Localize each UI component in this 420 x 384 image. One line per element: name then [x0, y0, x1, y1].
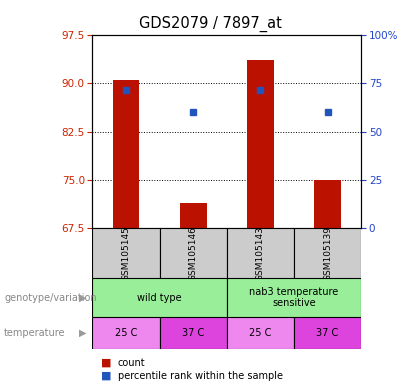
- Text: 37 C: 37 C: [182, 328, 204, 338]
- Text: GDS2079 / 7897_at: GDS2079 / 7897_at: [139, 15, 281, 31]
- Text: 25 C: 25 C: [115, 328, 137, 338]
- Bar: [247, 60, 274, 228]
- Text: wild type: wild type: [137, 293, 182, 303]
- Bar: [314, 180, 341, 228]
- Text: GSM105146: GSM105146: [189, 226, 198, 281]
- Text: GSM105139: GSM105139: [323, 226, 332, 281]
- Bar: [113, 80, 139, 228]
- Text: percentile rank within the sample: percentile rank within the sample: [118, 371, 283, 381]
- Bar: [227, 228, 294, 278]
- Bar: [92, 278, 227, 317]
- Text: 37 C: 37 C: [317, 328, 339, 338]
- Bar: [92, 317, 160, 349]
- Bar: [160, 228, 227, 278]
- Bar: [160, 317, 227, 349]
- Bar: [294, 317, 361, 349]
- Bar: [227, 278, 361, 317]
- Bar: [92, 228, 160, 278]
- Text: GSM105143: GSM105143: [256, 226, 265, 281]
- Text: ▶: ▶: [79, 328, 86, 338]
- Text: temperature: temperature: [4, 328, 66, 338]
- Bar: [180, 203, 207, 228]
- Text: GSM105145: GSM105145: [121, 226, 131, 281]
- Text: nab3 temperature
sensitive: nab3 temperature sensitive: [249, 287, 339, 308]
- Text: count: count: [118, 358, 145, 368]
- Text: ■: ■: [101, 358, 111, 368]
- Text: ■: ■: [101, 371, 111, 381]
- Bar: [294, 228, 361, 278]
- Text: ▶: ▶: [79, 293, 86, 303]
- Bar: [227, 317, 294, 349]
- Text: 25 C: 25 C: [249, 328, 272, 338]
- Text: genotype/variation: genotype/variation: [4, 293, 97, 303]
